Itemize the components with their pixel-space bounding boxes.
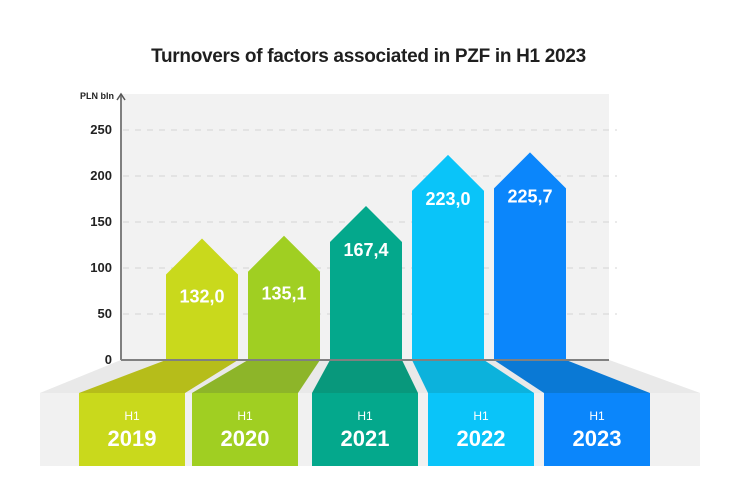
y-tick-label: 50 bbox=[98, 306, 112, 321]
y-tick-label: 200 bbox=[90, 168, 112, 183]
bar-arrow-2021 bbox=[330, 205, 402, 360]
value-label: 135,1 bbox=[261, 284, 306, 304]
y-axis-unit-label: PLN bln bbox=[80, 91, 114, 101]
bar-connector-2021 bbox=[312, 360, 418, 393]
period-label: H1 bbox=[237, 409, 253, 423]
category-tile-2022 bbox=[428, 393, 534, 466]
bar-arrow-2020 bbox=[248, 235, 320, 360]
year-label: 2023 bbox=[573, 426, 622, 451]
year-label: 2021 bbox=[341, 426, 390, 451]
year-label: 2019 bbox=[108, 426, 157, 451]
period-label: H1 bbox=[357, 409, 373, 423]
category-tile-2020 bbox=[192, 393, 298, 466]
period-label: H1 bbox=[473, 409, 489, 423]
bar-connector-2020 bbox=[192, 360, 320, 393]
y-tick-label: 100 bbox=[90, 260, 112, 275]
value-label: 223,0 bbox=[425, 189, 470, 209]
y-tick-label: 250 bbox=[90, 122, 112, 137]
y-tick-label: 0 bbox=[105, 352, 112, 367]
bar-connector-2023 bbox=[494, 360, 650, 393]
bar-connector-2022 bbox=[412, 360, 534, 393]
value-label: 225,7 bbox=[507, 186, 552, 206]
category-tile-2019 bbox=[79, 393, 185, 466]
bar-arrow-2019 bbox=[166, 238, 238, 360]
chart-title: Turnovers of factors associated in PZF i… bbox=[151, 46, 586, 67]
bar-arrow-2023 bbox=[494, 152, 566, 360]
period-label: H1 bbox=[589, 409, 605, 423]
value-label: 167,4 bbox=[343, 240, 388, 260]
category-tile-2021 bbox=[312, 393, 418, 466]
year-label: 2022 bbox=[457, 426, 506, 451]
bar-connector-2019 bbox=[79, 360, 238, 393]
period-label: H1 bbox=[124, 409, 140, 423]
year-label: 2020 bbox=[221, 426, 270, 451]
y-tick-label: 150 bbox=[90, 214, 112, 229]
value-label: 132,0 bbox=[179, 287, 224, 307]
y-axis-arrow-icon bbox=[116, 92, 126, 101]
category-tile-2023 bbox=[544, 393, 650, 466]
bar-arrow-2022 bbox=[412, 154, 484, 360]
